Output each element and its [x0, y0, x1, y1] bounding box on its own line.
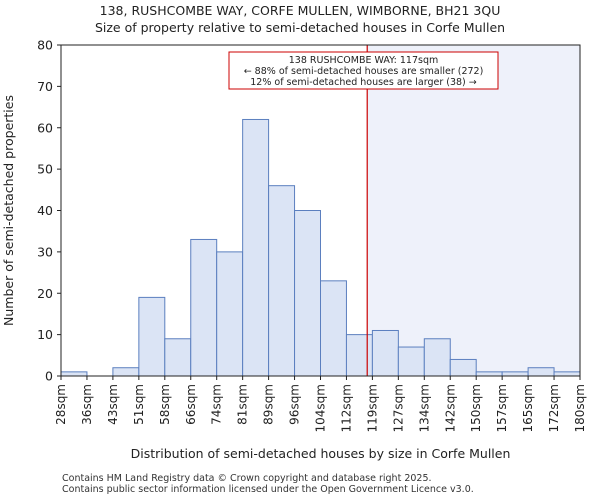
x-tick-label: 51sqm — [132, 384, 146, 425]
histogram-bar — [268, 185, 296, 377]
x-tick-label: 150sqm — [469, 384, 483, 432]
x-tick-label: 104sqm — [314, 384, 328, 432]
footer-copyright: Contains HM Land Registry data © Crown c… — [62, 473, 432, 484]
x-tick-label: 112sqm — [339, 384, 353, 432]
x-tick-label: 134sqm — [417, 384, 431, 432]
chart-subtitle: Size of property relative to semi-detach… — [94, 20, 506, 35]
histogram-bar — [397, 346, 425, 377]
x-tick-label: 96sqm — [288, 384, 302, 425]
histogram-bar — [190, 238, 218, 377]
y-tick-label: 70 — [37, 79, 53, 94]
histogram-bar — [112, 367, 140, 377]
annotation-line: 12% of semi-detached houses are larger (… — [250, 77, 477, 88]
y-axis-label: Number of semi-detached properties — [1, 95, 16, 326]
chart-title: 138, RUSHCOMBE WAY, CORFE MULLEN, WIMBOR… — [99, 3, 501, 18]
y-tick-label: 20 — [37, 286, 53, 301]
x-tick-label: 81sqm — [236, 384, 250, 425]
footer: Contains HM Land Registry data © Crown c… — [62, 473, 474, 495]
x-tick-label: 165sqm — [521, 384, 535, 432]
y-tick-label: 50 — [37, 162, 53, 177]
x-tick-label: 43sqm — [106, 384, 120, 425]
x-tick-label: 180sqm — [573, 384, 587, 432]
histogram-bar — [553, 371, 581, 377]
larger-region-shade — [367, 45, 580, 376]
x-axis-label: Distribution of semi-detached houses by … — [131, 446, 511, 461]
histogram-bar — [345, 334, 373, 377]
x-tick-label: 172sqm — [547, 384, 561, 432]
chart-title-block: 138, RUSHCOMBE WAY, CORFE MULLEN, WIMBOR… — [0, 2, 600, 36]
y-tick-label: 0 — [45, 369, 53, 384]
x-tick-label: 127sqm — [391, 384, 405, 432]
x-tick-label: 142sqm — [443, 384, 457, 432]
annotation-line: 138 RUSHCOMBE WAY: 117sqm — [289, 55, 439, 66]
x-tick-label: 66sqm — [184, 384, 198, 425]
x-tick-label: 36sqm — [80, 384, 94, 425]
histogram-bar — [475, 371, 503, 377]
y-tick-label: 40 — [37, 203, 53, 218]
y-tick-label: 60 — [37, 120, 53, 135]
histogram-bar — [294, 210, 321, 377]
x-tick-label: 119sqm — [365, 384, 379, 432]
y-tick-label: 80 — [37, 38, 53, 53]
x-tick-label: 58sqm — [158, 384, 172, 425]
annotation-box — [228, 51, 499, 90]
x-tick-label: 74sqm — [210, 384, 224, 425]
histogram-bar — [527, 367, 555, 377]
y-tick-label: 30 — [37, 244, 53, 259]
histogram-bar — [60, 371, 88, 377]
annotation-line: ← 88% of semi-detached houses are smalle… — [244, 66, 484, 77]
footer-licence: Contains public sector information licen… — [62, 484, 474, 495]
histogram-bar — [138, 296, 166, 377]
x-tick-label: 89sqm — [262, 384, 276, 425]
histogram-bar — [501, 371, 529, 377]
histogram-bar — [423, 338, 451, 377]
histogram-bar — [371, 329, 399, 377]
histogram-chart: 0 10 20 30 40 50 60 70 80 28sqm 36sqm 43sqm 51sqm 58s… — [1, 38, 587, 462]
histogram-bar — [449, 358, 477, 377]
histogram-bar — [242, 118, 270, 377]
histogram-bar — [216, 251, 244, 377]
y-tick-label: 10 — [37, 327, 53, 342]
histogram-bar — [320, 280, 347, 377]
histogram-bar — [164, 338, 192, 377]
x-tick-label: 157sqm — [495, 384, 509, 432]
x-tick-label: 28sqm — [54, 384, 68, 425]
